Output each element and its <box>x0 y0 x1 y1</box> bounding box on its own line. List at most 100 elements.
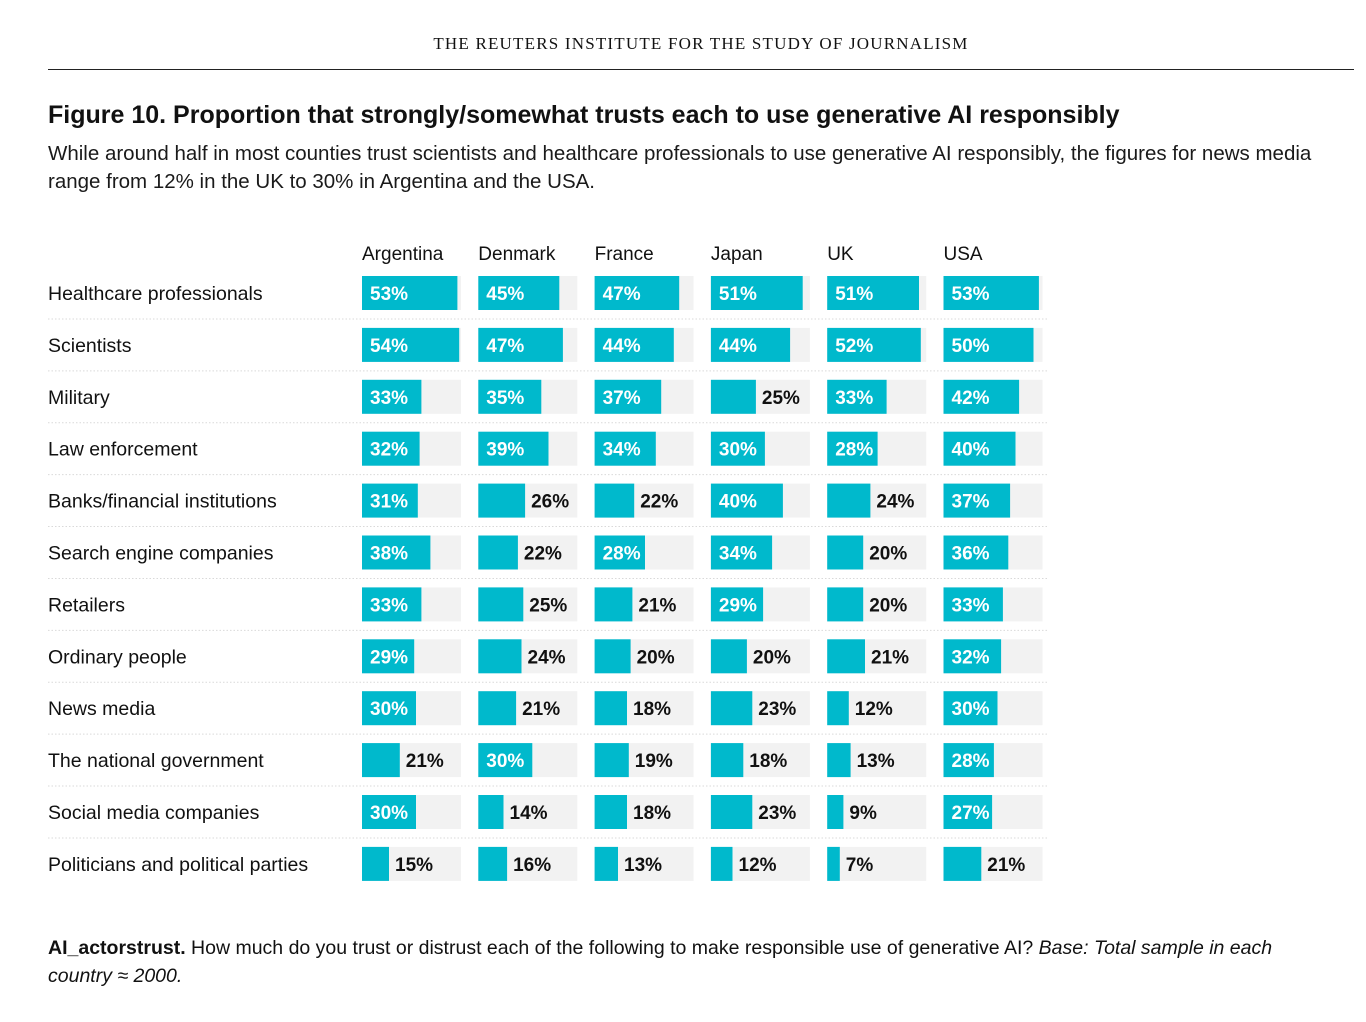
bar-law-enforcement-argentina <box>362 431 420 466</box>
value-label-ordinary-people-france: 20% <box>637 647 675 668</box>
value-label-search-engine-companies-japan: 34% <box>719 544 757 565</box>
bar-social-media-companies-france <box>594 795 627 829</box>
bar-search-engine-companies-france <box>594 535 645 570</box>
value-label-news-media-usa: 30% <box>952 699 990 720</box>
value-label-military-uk: 33% <box>835 388 873 409</box>
bar-banks-financial-institutions-japan <box>710 483 783 518</box>
row-label-politicians-and-political-parties: Politicians and political parties <box>48 854 308 876</box>
bar-track-uk <box>827 795 927 829</box>
value-label-healthcare-professionals-argentina: 53% <box>370 284 408 305</box>
value-label-law-enforcement-argentina: 32% <box>370 440 408 461</box>
value-label-military-japan: 25% <box>762 388 800 409</box>
bar-law-enforcement-usa <box>943 431 1016 466</box>
footnote-base: Base: Total sample in each country ≈ 200… <box>48 937 1273 987</box>
row-label-banks-financial-institutions: Banks/financial institutions <box>48 491 277 513</box>
value-label-search-engine-companies-usa: 36% <box>952 544 990 565</box>
value-label-military-france: 37% <box>603 388 641 409</box>
value-label-ordinary-people-japan: 20% <box>753 647 791 668</box>
value-label-retailers-japan: 29% <box>719 595 757 616</box>
bar-ordinary-people-denmark <box>478 639 522 674</box>
value-label-law-enforcement-france: 34% <box>603 440 641 461</box>
bar-banks-financial-institutions-usa <box>943 483 1011 518</box>
bar-military-france <box>594 379 662 414</box>
bar-healthcare-professionals-argentina <box>362 276 458 310</box>
value-label-politicians-and-political-parties-usa: 21% <box>987 855 1025 876</box>
bar-scientists-usa <box>943 327 1034 362</box>
value-label-healthcare-professionals-usa: 53% <box>952 284 990 305</box>
bar-retailers-france <box>594 587 633 622</box>
row-label-ordinary-people: Ordinary people <box>48 646 187 668</box>
bar-retailers-argentina <box>362 587 422 622</box>
row-label-search-engine-companies: Search engine companies <box>48 543 274 565</box>
country-header-uk: UK <box>827 244 854 265</box>
figure-title: Figure 10. Proportion that strongly/some… <box>48 101 1120 129</box>
value-label-ordinary-people-usa: 32% <box>952 647 990 668</box>
value-label-the-national-government-usa: 28% <box>952 751 990 772</box>
bar-social-media-companies-uk <box>827 795 844 829</box>
bar-banks-financial-institutions-denmark <box>478 483 526 518</box>
bar-politicians-and-political-parties-usa <box>943 846 982 881</box>
value-label-retailers-usa: 33% <box>952 595 990 616</box>
bar-ordinary-people-usa <box>943 639 1002 674</box>
bar-healthcare-professionals-france <box>594 276 680 310</box>
value-label-politicians-and-political-parties-france: 13% <box>624 855 662 876</box>
value-label-news-media-uk: 12% <box>855 699 893 720</box>
value-label-politicians-and-political-parties-denmark: 16% <box>513 855 551 876</box>
value-label-social-media-companies-uk: 9% <box>849 803 877 824</box>
value-label-military-usa: 42% <box>952 388 990 409</box>
value-label-banks-financial-institutions-france: 22% <box>640 492 678 513</box>
value-label-ordinary-people-denmark: 24% <box>528 647 566 668</box>
value-label-retailers-argentina: 33% <box>370 595 408 616</box>
bar-scientists-argentina <box>362 327 460 362</box>
bar-news-media-usa <box>943 691 998 726</box>
bar-politicians-and-political-parties-uk <box>827 846 840 881</box>
bar-military-argentina <box>362 379 422 414</box>
value-label-social-media-companies-france: 18% <box>633 803 671 824</box>
bar-scientists-france <box>594 327 674 362</box>
value-label-politicians-and-political-parties-japan: 12% <box>739 855 777 876</box>
bar-politicians-and-political-parties-france <box>594 846 618 881</box>
value-label-politicians-and-political-parties-argentina: 15% <box>395 855 433 876</box>
value-label-banks-financial-institutions-japan: 40% <box>719 492 757 513</box>
bar-banks-financial-institutions-argentina <box>362 483 418 518</box>
bar-social-media-companies-denmark <box>478 795 504 829</box>
value-label-banks-financial-institutions-argentina: 31% <box>370 492 408 513</box>
bar-news-media-argentina <box>362 691 416 726</box>
country-header-usa: USA <box>944 244 983 265</box>
bar-military-uk <box>827 379 887 414</box>
bar-ordinary-people-uk <box>827 639 865 674</box>
value-label-banks-financial-institutions-usa: 37% <box>952 492 990 513</box>
row-label-the-national-government: The national government <box>48 750 264 772</box>
value-label-law-enforcement-denmark: 39% <box>486 440 524 461</box>
value-label-news-media-france: 18% <box>633 699 671 720</box>
bar-law-enforcement-france <box>594 431 656 466</box>
footnote: AI_actorstrust. How much do you trust or… <box>48 934 1338 990</box>
bar-healthcare-professionals-uk <box>827 276 919 310</box>
value-label-the-national-government-argentina: 21% <box>406 751 444 772</box>
value-label-news-media-denmark: 21% <box>522 699 560 720</box>
row-label-law-enforcement: Law enforcement <box>48 439 198 461</box>
value-label-news-media-japan: 23% <box>758 699 796 720</box>
figure-subtitle: While around half in most counties trust… <box>48 142 1312 193</box>
bar-ordinary-people-argentina <box>362 639 415 674</box>
value-label-scientists-argentina: 54% <box>370 336 408 357</box>
bar-retailers-uk <box>827 587 864 622</box>
value-label-social-media-companies-denmark: 14% <box>510 803 548 824</box>
value-label-search-engine-companies-argentina: 38% <box>370 544 408 565</box>
value-label-scientists-usa: 50% <box>952 336 990 357</box>
value-label-scientists-france: 44% <box>603 336 641 357</box>
bar-news-media-japan <box>710 691 753 726</box>
bar-social-media-companies-usa <box>943 795 993 829</box>
value-label-the-national-government-france: 19% <box>635 751 673 772</box>
bar-scientists-japan <box>710 327 791 362</box>
value-label-politicians-and-political-parties-uk: 7% <box>846 855 874 876</box>
bar-the-national-government-uk <box>827 743 851 778</box>
value-label-scientists-japan: 44% <box>719 336 757 357</box>
bar-law-enforcement-denmark <box>478 431 549 466</box>
bar-search-engine-companies-usa <box>943 535 1009 570</box>
bar-banks-financial-institutions-uk <box>827 483 871 518</box>
bar-social-media-companies-japan <box>710 795 753 829</box>
bar-politicians-and-political-parties-argentina <box>362 846 389 881</box>
bar-social-media-companies-argentina <box>362 795 416 829</box>
value-label-social-media-companies-usa: 27% <box>952 803 990 824</box>
